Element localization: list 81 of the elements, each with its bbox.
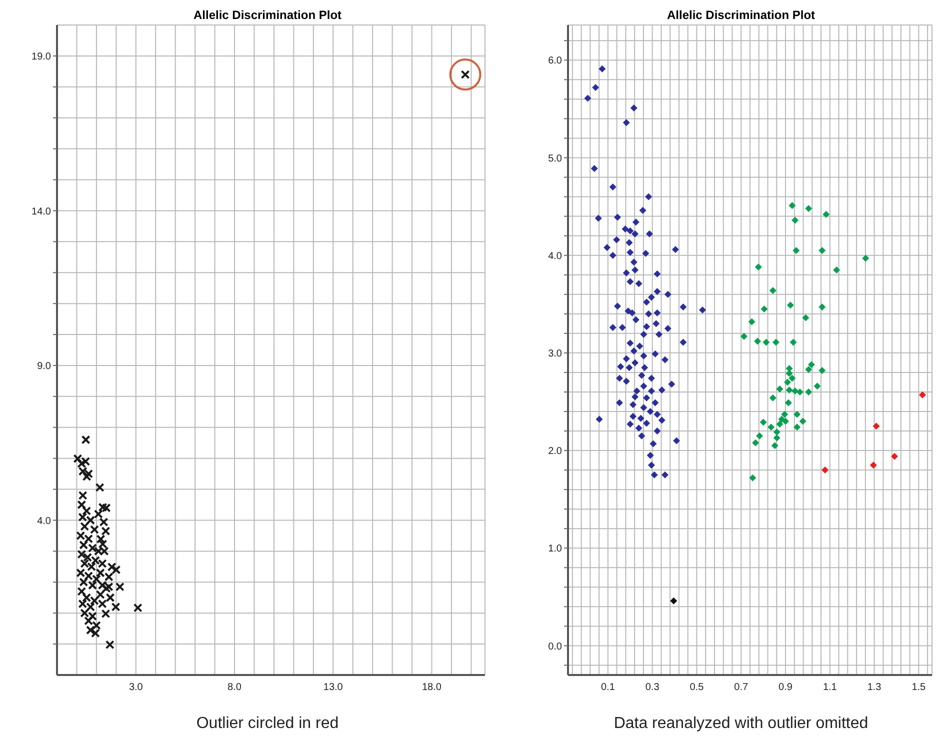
point (749, 474, 756, 482)
y-tick-label: 19.0 (32, 52, 52, 62)
point (773, 434, 780, 442)
point (799, 418, 806, 425)
x-tick-label: 0.7 (734, 682, 749, 694)
point (786, 386, 793, 394)
point (769, 394, 776, 402)
chart-title: Allelic Discrimination Plot (666, 8, 816, 23)
x-tick-label: 8.0 (228, 682, 242, 694)
x-tick-label: 0.1 (601, 682, 616, 694)
point (754, 338, 762, 345)
point (802, 314, 810, 322)
y-tick-label: 5.0 (548, 153, 562, 164)
point (760, 306, 768, 313)
y-tick-label: 0.0 (548, 641, 562, 652)
point (788, 202, 796, 210)
point (771, 442, 778, 450)
x-tick-label: 1.3 (867, 682, 882, 694)
x-tick-label: 0.3 (645, 682, 660, 694)
point (772, 338, 780, 346)
point (782, 418, 790, 425)
point (818, 366, 826, 374)
y-tick-label: 3.0 (548, 348, 562, 360)
point (818, 246, 826, 254)
point (833, 266, 840, 274)
point (792, 387, 799, 394)
point (790, 338, 797, 346)
point (776, 386, 784, 393)
x-tick-label: 1.5 (912, 682, 926, 694)
x-tick-label: 13.0 (323, 682, 344, 694)
point (788, 374, 796, 382)
x-tick-label: 3.0 (128, 682, 144, 694)
point (792, 216, 799, 224)
point (805, 388, 812, 396)
point (748, 318, 756, 326)
point (822, 466, 829, 474)
y-tick-label: 2.0 (548, 446, 562, 458)
point (862, 254, 870, 262)
point (762, 338, 770, 346)
y-tick-label: 9.0 (37, 361, 52, 372)
point (890, 452, 898, 460)
y-tick-label: 4.0 (548, 250, 562, 262)
point (805, 204, 812, 212)
point (794, 410, 801, 418)
point (794, 424, 801, 431)
y-tick-label: 1.0 (548, 544, 562, 555)
point (773, 428, 780, 436)
point (808, 361, 815, 368)
y-tick-label: 6.0 (548, 56, 562, 67)
point (786, 370, 793, 377)
point (796, 388, 804, 396)
point (786, 302, 794, 309)
text: Outlier circled in red (195, 715, 340, 733)
point (781, 410, 788, 418)
y-tick-label: 4.0 (37, 516, 52, 527)
x-tick-label: 0.5 (690, 682, 704, 694)
y-tick-label: 14.0 (32, 206, 52, 218)
chart-title: Allelic Discrimination Plot (192, 8, 343, 23)
point (776, 420, 784, 428)
point (872, 422, 880, 430)
point (760, 418, 767, 426)
point (784, 378, 792, 386)
point (768, 424, 775, 431)
point (805, 366, 812, 374)
point (814, 382, 821, 390)
point (769, 286, 776, 294)
point (740, 332, 748, 340)
x-tick-label: 18.0 (422, 682, 442, 694)
point (818, 304, 826, 311)
text: Data reanalyzed with outlier omitted (612, 715, 870, 733)
point (792, 246, 800, 254)
x-tick-label: 1.1 (822, 682, 838, 694)
point (822, 210, 830, 218)
point (918, 391, 926, 398)
point (756, 432, 764, 440)
point (670, 597, 678, 604)
point (784, 399, 792, 406)
point (870, 462, 877, 469)
point (752, 439, 760, 446)
x-tick-label: 0.9 (778, 682, 793, 694)
point (754, 264, 762, 271)
